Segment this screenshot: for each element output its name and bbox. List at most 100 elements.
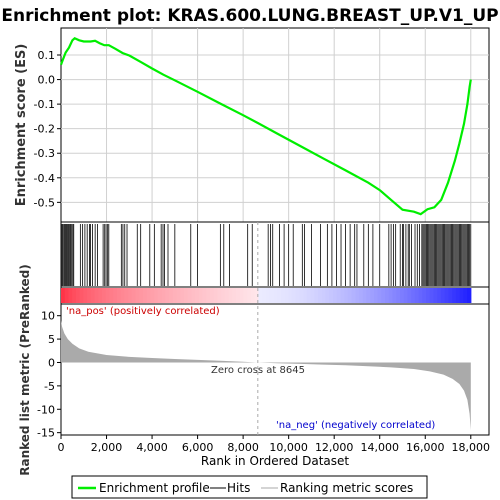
rank-band-segment — [265, 288, 271, 303]
hit-lines — [61, 224, 472, 286]
es-tick-label: -0.1 — [34, 98, 55, 111]
rank-band-segment — [440, 288, 446, 303]
rank-band-segment — [455, 288, 461, 303]
rank-band-segment — [373, 288, 379, 303]
x-tick-label: 10,000 — [269, 441, 308, 454]
rank-band-segment — [247, 288, 252, 303]
rank-band-segment — [236, 288, 241, 303]
rank-band-segment — [392, 288, 397, 303]
rank-band-segment — [310, 288, 315, 303]
rank-band-segment — [426, 288, 431, 303]
rank-band-segment — [83, 288, 88, 303]
rank-band-segment — [109, 288, 114, 303]
legend-label-enrichment: Enrichment profile — [99, 481, 210, 495]
rank-band-segment — [224, 288, 230, 303]
rank-band-segment — [180, 288, 185, 303]
rank-band-segment — [403, 288, 409, 303]
rank-band-segment — [169, 288, 174, 303]
rank-band-segment — [195, 288, 200, 303]
rank-band-segment — [262, 288, 267, 303]
x-tick-label: 16,000 — [406, 441, 445, 454]
rank-band-segment — [366, 288, 371, 303]
rank-band-segment — [206, 288, 211, 303]
rank-band-segment — [232, 288, 237, 303]
rank-band-segment — [452, 288, 457, 303]
hits-panel — [60, 221, 490, 305]
rank-band-segment — [183, 288, 189, 303]
rank-band-segment — [381, 288, 386, 303]
es-tick-label: 0.0 — [38, 74, 56, 87]
rank-band-segment — [98, 288, 103, 303]
chart-title: Enrichment plot: KRAS.600.LUNG.BREAST_UP… — [1, 6, 498, 26]
es-tick-label: -0.3 — [34, 147, 55, 160]
rank-band-segment — [414, 288, 420, 303]
rank-band-segment — [347, 288, 353, 303]
rank-band-segment — [131, 288, 137, 303]
x-tick-label: 18,000 — [452, 441, 491, 454]
rank-band-segment — [90, 288, 96, 303]
rank-band-segment — [325, 288, 330, 303]
rank-band-segment — [139, 288, 144, 303]
metric-tick-label: -10 — [37, 403, 55, 416]
rank-band-segment — [306, 288, 312, 303]
rank-band-segment — [128, 288, 133, 303]
rank-band-segment — [291, 288, 297, 303]
rank-band-segment — [280, 288, 286, 303]
rank-band-segment — [254, 288, 260, 303]
rank-band-segment — [213, 288, 219, 303]
metric-y-ticks: 10 5 0 -5 -10 -15 — [37, 310, 61, 440]
legend-label-hits: Hits — [227, 481, 250, 495]
rank-band-segment — [210, 288, 215, 303]
rank-band-segment — [400, 288, 405, 303]
rank-band-segment — [299, 288, 304, 303]
enrichment-panel: 0.1 0.0 -0.1 -0.2 -0.3 -0.4 -0.5 Enrichment sc… — [14, 27, 490, 223]
rank-band-segment — [370, 288, 375, 303]
rank-band-segment — [336, 288, 342, 303]
rank-band-segment — [221, 288, 226, 303]
zero-cross-label: Zero cross at 8645 — [211, 365, 305, 376]
rank-band-segment — [277, 288, 282, 303]
rank-band-segment — [318, 288, 323, 303]
legend-frame — [71, 475, 428, 499]
rank-band-segment — [228, 288, 233, 303]
rank-band-segment — [359, 288, 364, 303]
rank-band-segment — [429, 288, 435, 303]
rank-band-segment — [433, 288, 438, 303]
es-tick-label: -0.4 — [34, 172, 55, 185]
rank-band-segment — [120, 288, 125, 303]
rank-band-segment — [344, 288, 349, 303]
x-tick-label: 14,000 — [360, 441, 399, 454]
rank-band-segment — [187, 288, 192, 303]
rank-band-segment — [68, 288, 73, 303]
rank-band-segment — [437, 288, 442, 303]
rank-band-segment — [161, 288, 166, 303]
rank-band-segment — [94, 288, 99, 303]
rank-band-segment — [243, 288, 248, 303]
rank-band-segment — [172, 288, 178, 303]
x-tick-label: 2,000 — [91, 441, 123, 454]
es-tick-label: -0.5 — [34, 196, 55, 209]
rank-band-segment — [463, 288, 468, 303]
es-tick-label: -0.2 — [34, 123, 55, 136]
x-tick-label: 0 — [58, 441, 65, 454]
rank-band-segment — [385, 288, 390, 303]
rank-band-segment — [284, 288, 289, 303]
rank-band-segment — [250, 288, 256, 303]
rank-band-segment — [72, 288, 77, 303]
enrichment-profile-line — [59, 37, 472, 216]
metric-y-axis-label: Ranked list metric (PreRanked) — [18, 264, 32, 476]
rank-band-segment — [314, 288, 319, 303]
rank-band-segment — [288, 288, 293, 303]
rank-band-segment — [377, 288, 382, 303]
es-tick-label: 0.1 — [38, 49, 56, 62]
rank-band-segment — [269, 288, 274, 303]
rank-band-segment — [355, 288, 360, 303]
rank-color-band — [61, 288, 472, 303]
rank-band-segment — [396, 288, 401, 303]
rank-band-segment — [332, 288, 338, 303]
rank-band-segment — [191, 288, 196, 303]
rank-band-segment — [150, 288, 155, 303]
rank-band-segment — [407, 288, 412, 303]
rank-band-segment — [176, 288, 181, 303]
